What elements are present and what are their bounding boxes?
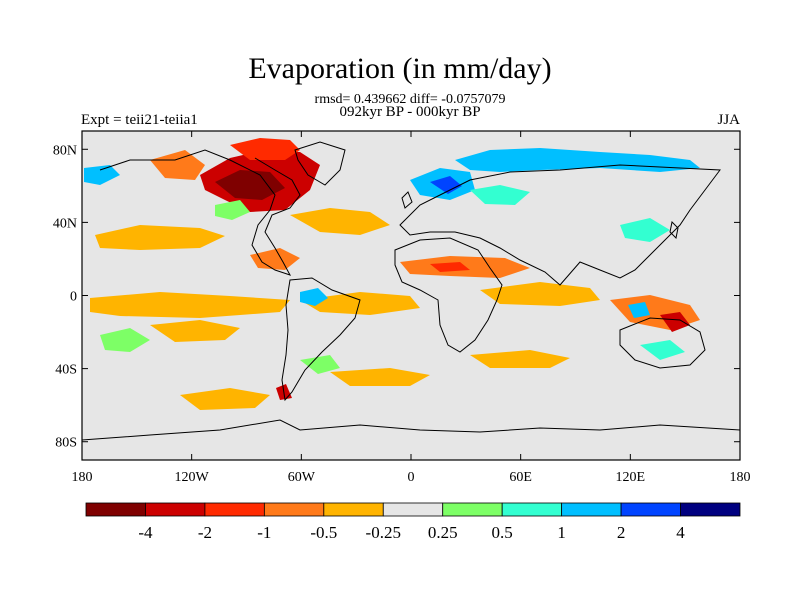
coastline-uk: [401, 191, 413, 209]
colorbar-swatch: [620, 502, 681, 517]
colorbar-label: -1: [257, 523, 271, 542]
colorbar-swatch: [501, 502, 563, 517]
anomaly-tropical-atlantic-band: [300, 292, 420, 315]
x-tick-label: 120W: [175, 470, 210, 485]
anomaly-south-pacific-positive: [100, 328, 150, 352]
coastline-greenland: [294, 141, 346, 186]
colorbar-swatch: [85, 502, 146, 517]
colorbar-swatch: [680, 502, 741, 517]
x-tick-label: 180: [730, 470, 751, 485]
anomaly-field: [84, 138, 700, 410]
x-tick-label: 0: [408, 470, 415, 485]
anomaly-canada-darkest: [215, 170, 285, 200]
x-tick-label: 60W: [288, 470, 316, 485]
colorbar-swatch: [442, 502, 503, 517]
colorbar-label: 0.25: [428, 523, 458, 542]
y-axis: 80N 40N 0 40S 80S: [53, 143, 740, 451]
y-tick-label: 80N: [53, 143, 77, 158]
coastline-africa: [394, 237, 503, 353]
colorbar-label: 1: [557, 523, 566, 542]
coastline-south-america: [281, 277, 361, 402]
season-label: JJA: [717, 112, 740, 128]
experiment-label: Expt = teii21-teiia1: [81, 112, 198, 128]
anomaly-south-atlantic-positive: [300, 355, 340, 374]
map-title: Evaporation (in mm/day): [248, 52, 552, 85]
anomaly-alaska-positive: [84, 165, 120, 185]
x-tick-label: 180: [72, 470, 93, 485]
anomaly-greenland-negative: [230, 138, 300, 160]
colorbar-swatch: [145, 502, 206, 517]
colorbar-label: -4: [138, 523, 153, 542]
anomaly-north-atlantic-band: [290, 208, 390, 235]
y-tick-label: 0: [70, 290, 77, 305]
colorbar-label: 2: [617, 523, 626, 542]
period-line: 092kyr BP - 000kyr BP: [339, 104, 481, 120]
anomaly-sahel-strong: [430, 262, 470, 272]
colorbar-label: -0.5: [310, 523, 337, 542]
anomaly-indonesia-positive: [628, 302, 650, 318]
coastlines: [82, 141, 740, 441]
colorbar-label: -2: [198, 523, 212, 542]
anomaly-equatorial-positive: [300, 288, 328, 306]
colorbar-swatch: [561, 502, 622, 517]
coastline-australia: [619, 317, 706, 369]
anomaly-tasman-positive: [640, 340, 685, 360]
anomaly-tropical-pacific-band: [90, 292, 290, 318]
colorbar-swatch: [323, 502, 384, 517]
anomaly-us-positive: [215, 200, 250, 220]
colorbar-swatch: [382, 502, 444, 517]
anomaly-southern-ocean-east: [330, 368, 430, 386]
anomaly-east-asia-positive: [620, 218, 670, 242]
colorbar: -4 -2 -1 -0.5 -0.25 0.25 0.5 1 2 4: [85, 502, 741, 542]
x-axis: 180 120W 60W 0 60E 120E 180: [72, 131, 751, 485]
colorbar-label: 4: [676, 523, 685, 542]
y-tick-label: 40S: [55, 363, 77, 378]
coastline-eurasia: [399, 164, 721, 286]
anomaly-gulf-negative: [250, 248, 300, 270]
anomaly-southern-indian-band: [470, 350, 570, 368]
coastline-japan: [669, 220, 679, 240]
colorbar-label: -0.25: [366, 523, 401, 542]
x-tick-label: 60E: [509, 470, 532, 485]
anomaly-scandinavia-core: [430, 176, 462, 194]
anomaly-north-pacific-band: [95, 225, 225, 250]
anomaly-indonesia-strong: [660, 312, 690, 332]
colorbar-label: 0.5: [492, 523, 513, 542]
colorbar-swatch: [204, 502, 265, 517]
anomaly-southern-ocean-west: [180, 388, 270, 410]
anomaly-south-pacific-negative: [150, 320, 240, 342]
anomaly-east-europe-positive: [470, 185, 530, 205]
y-tick-label: 40N: [53, 216, 77, 231]
colorbar-swatch: [263, 502, 325, 517]
x-tick-label: 120E: [616, 470, 646, 485]
coastline-north-america: [99, 149, 301, 276]
anomaly-nw-america-negative: [150, 150, 205, 180]
anomaly-arabian-sea-band: [480, 282, 600, 306]
coastline-antarctica: [82, 419, 740, 441]
y-tick-label: 80S: [55, 436, 77, 451]
stats-line: rmsd= 0.439662 diff= -0.0757079: [314, 92, 506, 107]
